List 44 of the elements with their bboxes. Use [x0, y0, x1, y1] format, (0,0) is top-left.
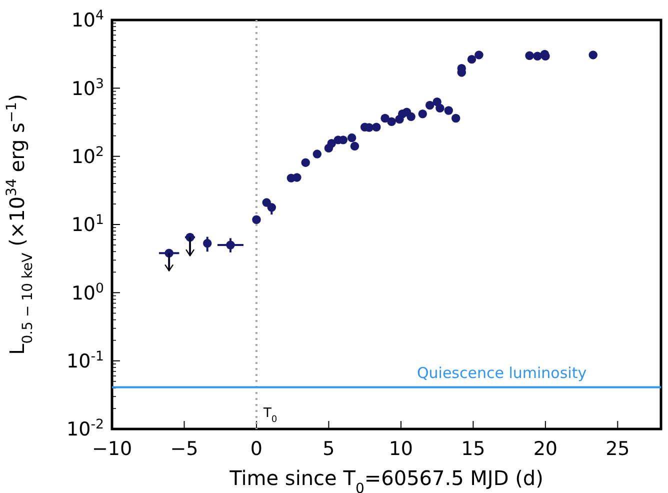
- point: [451, 114, 460, 123]
- x-tick-label: 15: [461, 438, 486, 460]
- point: [267, 203, 276, 212]
- point: [525, 51, 534, 60]
- point: [164, 248, 174, 258]
- point: [380, 114, 390, 123]
- point: [350, 142, 360, 151]
- ref-line-label: Quiescence luminosity: [416, 364, 587, 382]
- point: [467, 54, 476, 64]
- y-tick-label: 10$^{2}$: [71, 144, 104, 168]
- point: [372, 122, 381, 132]
- point: [533, 52, 542, 60]
- point: [347, 133, 356, 142]
- x-tick-label: 25: [606, 438, 630, 460]
- point: [327, 139, 336, 148]
- x-tick-label: 5: [322, 438, 335, 460]
- ref-line-label: T$_{0}$: [262, 406, 278, 425]
- y-tick-label: 10$^{1}$: [71, 212, 104, 236]
- y-tick-label: 10$^{4}$: [71, 8, 104, 32]
- point: [226, 240, 235, 250]
- point: [186, 232, 194, 242]
- point: [312, 150, 322, 158]
- point: [418, 109, 427, 118]
- point: [292, 173, 302, 182]
- x-tick-label: 10: [388, 438, 414, 460]
- point: [387, 117, 396, 126]
- point: [301, 158, 310, 167]
- point: [425, 100, 434, 110]
- y-tick-label: 10$^{-2}$: [66, 417, 104, 441]
- y-tick-label: 10$^{0}$: [71, 280, 104, 304]
- point: [252, 215, 261, 224]
- x-axis-title: Time since T$_{0}$=60567.5 MJD (d): [228, 466, 544, 493]
- x-tick-label: −10: [92, 438, 132, 460]
- point: [444, 106, 453, 115]
- x-tick-label: 0: [250, 438, 263, 460]
- point: [474, 50, 484, 60]
- y-tick-label: 10$^{3}$: [71, 76, 104, 100]
- x-tick-label: −5: [170, 438, 198, 460]
- y-tick-label: 10$^{-1}$: [66, 348, 104, 372]
- x-tick-label: 20: [533, 438, 558, 460]
- point: [436, 104, 444, 112]
- point: [588, 50, 598, 60]
- point: [406, 112, 416, 122]
- point: [202, 238, 212, 248]
